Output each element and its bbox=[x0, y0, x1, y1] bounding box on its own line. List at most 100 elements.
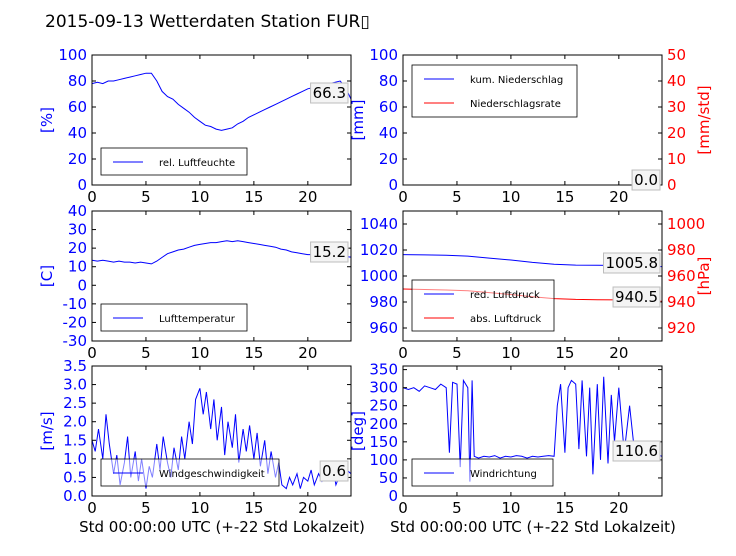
temperature-ylabel: [C] bbox=[38, 265, 56, 287]
wind-speed-current-value-box-0 bbox=[319, 460, 349, 482]
wind-speed-ytick-label-6: 3.0 bbox=[63, 376, 87, 394]
precipitation-legend-label-1: Niederschlagsrate bbox=[470, 99, 561, 110]
pressure-panel: 0 5 10 15 20 960 980 1000 1020 1040 920 940 960 980 10… bbox=[360, 210, 713, 362]
wind-speed-xtick-label-3: 15 bbox=[244, 499, 263, 517]
precipitation-frame bbox=[402, 54, 663, 186]
precipitation-ytick-label-0: 0 bbox=[388, 176, 398, 194]
precipitation-panel: 0 5 10 15 20 0 20 40 60 80 100 0 10 20 30 40 50 [mm] [mm/s… bbox=[349, 46, 713, 206]
humidity-ytick-label-3: 60 bbox=[68, 98, 87, 116]
pressure-legend-box bbox=[411, 279, 555, 332]
wind-speed-series-0 bbox=[92, 388, 351, 490]
pressure-xtick-label-1: 5 bbox=[452, 344, 462, 362]
temperature-ytick-label-1: -20 bbox=[63, 313, 88, 331]
temperature-ytick-label-3: 0 bbox=[77, 276, 87, 294]
wind-speed-ytick-label-3: 1.5 bbox=[63, 431, 87, 449]
wind-direction-ytick-label-6: 300 bbox=[369, 379, 398, 397]
precipitation-xtick-label-0: 0 bbox=[398, 188, 408, 206]
precipitation-y2tick-label-4: 40 bbox=[667, 72, 686, 90]
wind-direction-series-0 bbox=[403, 376, 662, 482]
precipitation-current-value-box-1 bbox=[631, 169, 661, 191]
precipitation-y2tick-label-5: 50 bbox=[667, 46, 686, 64]
page-title: 2015-09-13 Wetterdaten Station FUR▯ bbox=[45, 12, 370, 32]
precipitation-xtick-label-2: 10 bbox=[501, 188, 520, 206]
humidity-ytick-label-5: 100 bbox=[58, 46, 87, 64]
pressure-legend-label-1: abs. Luftdruck bbox=[470, 314, 541, 325]
pressure-y2tick-label-3: 980 bbox=[667, 241, 696, 259]
pressure-ytick-label-4: 1040 bbox=[360, 215, 398, 233]
precipitation-legend-label-0: kum. Niederschlag bbox=[470, 75, 563, 86]
temperature-legend-label-0: Lufttemperatur bbox=[159, 314, 236, 325]
wind-speed-panel: 0 5 10 15 20 0.00.51.01.52.02.53.03.5 [m/s] Win… bbox=[38, 357, 352, 517]
temperature-ytick-label-5: 20 bbox=[68, 239, 87, 257]
precipitation-y2tick-label-3: 30 bbox=[667, 98, 686, 116]
wind-speed-ytick-label-0: 0.0 bbox=[63, 487, 87, 505]
wind-speed-xtick-label-1: 5 bbox=[141, 499, 151, 517]
pressure-xtick-label-0: 0 bbox=[398, 344, 408, 362]
humidity-xtick-label-3: 15 bbox=[244, 188, 263, 206]
x-axis-label-left: Std 00:00:00 UTC (+-22 Std Lokalzeit) bbox=[79, 518, 365, 536]
wind-speed-xtick-label-4: 20 bbox=[298, 499, 317, 517]
wind-direction-xtick-label-4: 20 bbox=[609, 499, 628, 517]
humidity-xtick-label-1: 5 bbox=[141, 188, 151, 206]
pressure-xtick-label-4: 20 bbox=[609, 344, 628, 362]
temperature-xtick-label-4: 20 bbox=[298, 344, 317, 362]
temperature-current-value-box-0 bbox=[310, 241, 349, 263]
wind-direction-ytick-label-3: 150 bbox=[369, 433, 398, 451]
temperature-xtick-label-0: 0 bbox=[87, 344, 97, 362]
wind-direction-ytick-label-4: 200 bbox=[369, 415, 398, 433]
wind-direction-ylabel: [deg] bbox=[349, 411, 367, 451]
wind-direction-ytick-label-5: 250 bbox=[369, 397, 398, 415]
pressure-current-value-box-0 bbox=[603, 252, 661, 274]
humidity-ytick-label-0: 0 bbox=[77, 176, 87, 194]
temperature-ytick-label-7: 40 bbox=[68, 202, 87, 220]
temperature-xtick-label-3: 15 bbox=[244, 344, 263, 362]
pressure-xtick-label-3: 15 bbox=[555, 344, 574, 362]
pressure-ytick-label-0: 960 bbox=[369, 319, 398, 337]
temperature-panel: 0 5 10 15 20-30-20-10010203040[C]Lufttempera… bbox=[38, 202, 352, 362]
precipitation-xtick-label-3: 15 bbox=[555, 188, 574, 206]
pressure-xtick-label-2: 10 bbox=[501, 344, 520, 362]
precipitation-ytick-label-3: 60 bbox=[379, 98, 398, 116]
precipitation-y2tick-label-0: 0 bbox=[667, 176, 677, 194]
precipitation-y2tick-label-2: 20 bbox=[667, 124, 686, 142]
humidity-ytick-label-1: 20 bbox=[68, 150, 87, 168]
humidity-xtick-label-4: 20 bbox=[298, 188, 317, 206]
wind-speed-ytick-label-7: 3.5 bbox=[63, 357, 87, 375]
wind-speed-ylabel: [m/s] bbox=[38, 411, 56, 450]
pressure-y2tick-label-0: 920 bbox=[667, 319, 696, 337]
humidity-xtick-label-0: 0 bbox=[87, 188, 97, 206]
wind-speed-ytick-label-2: 1.0 bbox=[63, 450, 87, 468]
humidity-ytick-label-2: 40 bbox=[68, 124, 87, 142]
wind-speed-legend-box bbox=[100, 458, 280, 487]
wind-direction-frame bbox=[402, 365, 663, 497]
wind-speed-xtick-label-2: 10 bbox=[190, 499, 209, 517]
wind-direction-ytick-label-1: 50 bbox=[379, 469, 398, 487]
pressure-current-value-1: 940.5 bbox=[615, 288, 658, 306]
humidity-frame bbox=[91, 54, 352, 186]
wind-direction-xtick-label-1: 5 bbox=[452, 499, 462, 517]
wind-speed-xtick-label-0: 0 bbox=[87, 499, 97, 517]
temperature-ytick-label-4: 10 bbox=[68, 258, 87, 276]
temperature-ytick-label-0: -30 bbox=[63, 332, 88, 350]
humidity-current-value-box-0 bbox=[310, 82, 349, 104]
humidity-xtick-label-2: 10 bbox=[190, 188, 209, 206]
humidity-ylabel: [%] bbox=[38, 107, 56, 133]
precipitation-y2tick-label-1: 10 bbox=[667, 150, 686, 168]
humidity-ytick-label-4: 80 bbox=[68, 72, 87, 90]
temperature-current-value-0: 15.2 bbox=[313, 243, 346, 261]
pressure-y2tick-label-1: 940 bbox=[667, 293, 696, 311]
temperature-series-0 bbox=[92, 240, 351, 265]
wind-direction-legend-label-0: Windrichtung bbox=[470, 469, 537, 480]
wind-direction-ytick-label-7: 350 bbox=[369, 361, 398, 379]
precipitation-ylabel: [mm] bbox=[349, 100, 367, 141]
precipitation-ytick-label-1: 20 bbox=[379, 150, 398, 168]
temperature-xtick-label-1: 5 bbox=[141, 344, 151, 362]
pressure-ytick-label-1: 980 bbox=[369, 293, 398, 311]
wind-direction-panel: 0 5 10 15 20050100150200250300350[deg]Windri… bbox=[349, 361, 663, 517]
wind-speed-ytick-label-4: 2.0 bbox=[63, 413, 87, 431]
pressure-legend-label-0: red. Luftdruck bbox=[470, 290, 540, 301]
wind-direction-ytick-label-0: 0 bbox=[388, 487, 398, 505]
wind-direction-ytick-label-2: 100 bbox=[369, 451, 398, 469]
